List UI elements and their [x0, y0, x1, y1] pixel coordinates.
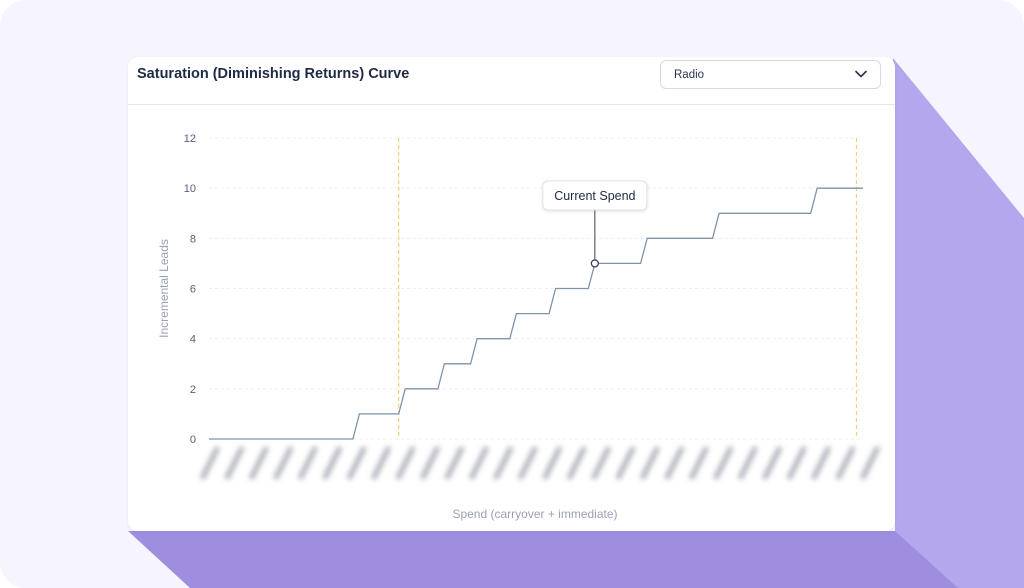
- y-tick-label: 6: [190, 284, 196, 296]
- y-tick-label: 8: [190, 233, 196, 245]
- series-line: [209, 187, 863, 440]
- current-spend-point: [590, 259, 600, 268]
- x-tick-label-obscured: [224, 446, 244, 480]
- saturation-curve-card: Saturation (Diminishing Returns) Curve R…: [128, 57, 895, 531]
- y-tick-label: 10: [184, 183, 196, 195]
- x-axis-title: Spend (carryover + immediate): [452, 507, 617, 521]
- x-tick-label-obscured: [298, 446, 318, 480]
- x-tick-label-obscured: [493, 446, 513, 480]
- current-spend-label: Current Spend: [554, 189, 635, 203]
- x-tick-label-obscured: [444, 446, 464, 480]
- x-tick-label-obscured: [860, 446, 880, 480]
- saturation-chart: 0 2 4 6 8 10 12 Current Spend Incremental Lead…: [157, 133, 880, 521]
- y-tick-label: 4: [190, 334, 196, 346]
- current-spend-tooltip: [542, 180, 648, 211]
- x-tick-label-obscured: [787, 446, 807, 480]
- y-axis-title: Incremental Leads: [157, 239, 171, 338]
- y-axis-ticks: 0 2 4 6 8 10 12: [184, 133, 196, 446]
- x-tick-label-obscured: [664, 446, 684, 480]
- card-title: Saturation (Diminishing Returns) Curve: [137, 66, 410, 82]
- x-tick-label-obscured: [249, 446, 269, 480]
- x-tick-label-obscured: [591, 446, 611, 480]
- x-tick-label-obscured: [811, 446, 831, 480]
- x-tick-label-obscured: [738, 446, 758, 480]
- x-tick-label-obscured: [836, 446, 856, 480]
- x-tick-label-obscured: [469, 446, 489, 480]
- x-tick-label-obscured: [616, 446, 636, 480]
- chevron-down-icon: [855, 70, 867, 78]
- grid-lines: [209, 137, 863, 440]
- x-tick-label-obscured: [762, 446, 782, 480]
- x-tick-label-obscured: [396, 446, 416, 480]
- x-tick-label-obscured: [518, 446, 538, 480]
- x-tick-label-obscured: [713, 446, 733, 480]
- x-tick-label-obscured: [420, 446, 440, 480]
- y-tick-label: 12: [184, 133, 196, 145]
- x-tick-label-obscured: [542, 446, 562, 480]
- y-tick-label: 0: [190, 434, 196, 446]
- x-tick-label-obscured: [371, 446, 391, 480]
- channel-select-value: Radio: [674, 69, 705, 81]
- x-axis-tick-labels-obscured: [200, 446, 880, 480]
- x-tick-label-obscured: [200, 446, 220, 480]
- x-tick-label-obscured: [273, 446, 293, 480]
- y-tick-label: 2: [190, 384, 196, 396]
- x-tick-label-obscured: [689, 446, 709, 480]
- x-tick-label-obscured: [567, 446, 587, 480]
- x-tick-label-obscured: [322, 446, 342, 480]
- channel-select[interactable]: Radio: [660, 60, 881, 89]
- x-tick-label-obscured: [347, 446, 367, 480]
- card-header: Saturation (Diminishing Returns) Curve R…: [128, 57, 895, 105]
- current-spend-annotation: Current Spend: [542, 180, 648, 268]
- x-tick-label-obscured: [640, 446, 660, 480]
